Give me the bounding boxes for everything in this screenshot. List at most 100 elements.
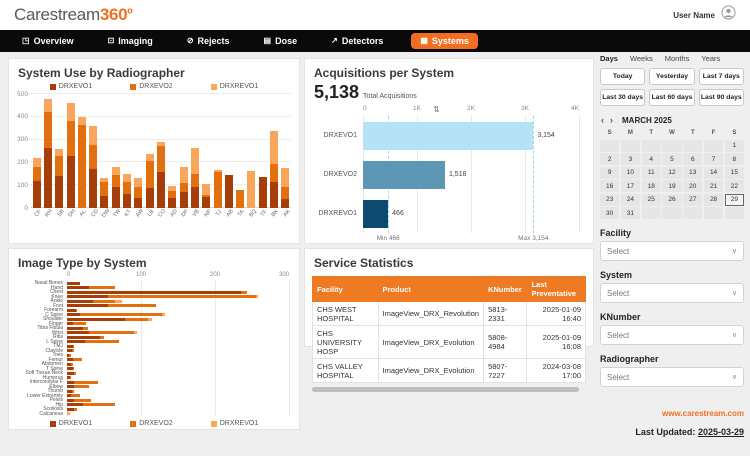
bar-TF[interactable] <box>257 177 268 208</box>
image-type-row[interactable]: Finger <box>9 321 299 327</box>
image-type-row[interactable]: Tibia Fibula <box>9 326 299 331</box>
bar-NP[interactable] <box>201 183 212 208</box>
quick-button-last-90-days[interactable]: Last 90 days <box>698 89 744 106</box>
sort-icon[interactable]: ⇅ <box>433 105 440 114</box>
bar-AD[interactable] <box>167 186 178 208</box>
filter-select-facility[interactable]: Select ∨ <box>600 241 744 261</box>
image-type-row[interactable]: Foot <box>9 303 299 309</box>
image-type-row[interactable]: Pelvis <box>9 398 299 403</box>
bar-drxevo2[interactable] <box>363 160 445 189</box>
image-type-row[interactable]: L Spine <box>9 339 299 345</box>
bar-KT[interactable] <box>121 174 132 208</box>
bar-SB[interactable] <box>54 148 65 208</box>
calendar-day-15[interactable]: 15 <box>724 166 744 179</box>
image-type-row[interactable]: TMJ <box>9 344 299 349</box>
table-row[interactable]: CHS VALLEY HOSPITAL ImageView_DRX_Evoluti… <box>312 358 586 383</box>
nav-item-imaging[interactable]: ⊡ Imaging <box>102 33 159 49</box>
period-tab-months[interactable]: Months <box>664 54 690 63</box>
image-type-row[interactable]: Scoliosis <box>9 407 299 412</box>
calendar-day-30[interactable]: 30 <box>600 207 620 219</box>
calendar-day-12[interactable]: 12 <box>662 166 682 179</box>
image-type-row[interactable]: Nasal Bones <box>9 281 299 286</box>
image-type-row[interactable]: Hip <box>9 402 299 408</box>
period-tab-years[interactable]: Years <box>701 54 721 63</box>
calendar-day-2[interactable]: 2 <box>600 153 620 165</box>
nav-item-overview[interactable]: ◳ Overview <box>16 33 80 49</box>
bar-AW[interactable] <box>133 177 144 208</box>
image-type-row[interactable]: Ribs <box>9 335 299 340</box>
bar-LB[interactable] <box>144 153 155 208</box>
calendar-day-21[interactable]: 21 <box>703 180 724 192</box>
calendar-day-29[interactable]: 29 <box>724 193 744 206</box>
image-type-row[interactable]: Elbow <box>9 384 299 390</box>
calendar-day-13[interactable]: 13 <box>683 166 703 179</box>
calendar-day-17[interactable]: 17 <box>620 180 641 192</box>
calendar-day-4[interactable]: 4 <box>641 153 661 165</box>
image-type-row[interactable]: Knee <box>9 294 299 300</box>
nav-item-detectors[interactable]: ↗ Detectors <box>325 33 389 49</box>
filter-select-system[interactable]: Select ∨ <box>600 283 744 303</box>
table-row[interactable]: CHS WEST HOSPITAL ImageView_DRX_Revolutio… <box>312 301 586 326</box>
calendar-day-25[interactable]: 25 <box>641 193 661 206</box>
calendar-day-14[interactable]: 14 <box>703 166 724 179</box>
calendar-day-23[interactable]: 23 <box>600 193 620 206</box>
calendar-day-1[interactable]: 1 <box>724 139 744 152</box>
calendar-day-11[interactable]: 11 <box>641 166 661 179</box>
bar-RH[interactable] <box>42 99 53 208</box>
bar-CD[interactable] <box>88 125 99 208</box>
bar-AL[interactable] <box>76 116 87 208</box>
user-menu[interactable]: User Name <box>673 5 736 25</box>
bar-AB[interactable] <box>223 174 234 208</box>
image-type-row[interactable]: Calcaneus <box>9 411 299 417</box>
calendar-day-6[interactable]: 6 <box>683 153 703 165</box>
bar-CO[interactable] <box>155 141 166 208</box>
image-type-row[interactable]: Lower Extremity <box>9 393 299 399</box>
bar-BQ[interactable] <box>246 170 257 208</box>
image-type-row[interactable]: T Spine <box>9 366 299 372</box>
bar-drxevo1[interactable] <box>363 121 534 150</box>
quick-button-last-7-days[interactable]: Last 7 days <box>698 68 744 85</box>
calendar-day-9[interactable]: 9 <box>600 166 620 179</box>
calendar-day-28[interactable]: 28 <box>703 193 724 206</box>
image-type-row[interactable]: Clavicle <box>9 348 299 354</box>
bar-AK[interactable] <box>280 168 291 208</box>
image-type-row[interactable]: Intercondylar F <box>9 380 299 385</box>
calendar-day-3[interactable]: 3 <box>620 153 641 165</box>
image-type-row[interactable]: Soft Tissue Neck <box>9 371 299 376</box>
bar-DW[interactable] <box>99 178 110 208</box>
image-type-row[interactable]: Toes <box>9 353 299 358</box>
bar-TA[interactable] <box>234 190 245 208</box>
user-avatar-icon[interactable] <box>721 5 736 25</box>
calendar-day-10[interactable]: 10 <box>620 166 641 179</box>
calendar-day-31[interactable]: 31 <box>620 207 641 219</box>
calendar-day-18[interactable]: 18 <box>641 180 661 192</box>
quick-button-yesterday[interactable]: Yesterday <box>649 68 695 85</box>
calendar-day-7[interactable]: 7 <box>703 153 724 165</box>
bar-drxrevo1[interactable] <box>363 199 389 228</box>
calendar-next-icon[interactable]: › <box>610 115 613 125</box>
image-type-row[interactable]: Shoulder <box>9 317 299 322</box>
image-type-row[interactable]: Chest <box>9 290 299 295</box>
table-row[interactable]: CHS UNIVERSITY HOSP ImageView_DRX_Evoluti… <box>312 325 586 359</box>
calendar-day-5[interactable]: 5 <box>662 153 682 165</box>
period-tab-days[interactable]: Days <box>600 54 618 63</box>
carestream-website-link[interactable]: www.carestream.com <box>662 409 744 418</box>
bar-CF[interactable] <box>31 158 42 208</box>
calendar-day-24[interactable]: 24 <box>620 193 641 206</box>
calendar-prev-icon[interactable]: ‹ <box>601 115 604 125</box>
image-type-row[interactable]: Ankle <box>9 299 299 304</box>
nav-item-dose[interactable]: ▤ Dose <box>258 33 304 49</box>
quick-button-today[interactable]: Today <box>600 68 646 85</box>
calendar-day-22[interactable]: 22 <box>724 180 744 192</box>
calendar-day-8[interactable]: 8 <box>724 153 744 165</box>
bar-TJ[interactable] <box>212 170 223 208</box>
bar-BK[interactable] <box>268 131 279 208</box>
image-type-row[interactable]: Thumb <box>9 389 299 394</box>
bar-DH[interactable] <box>65 102 76 208</box>
filter-select-radiographer[interactable]: Select ∨ <box>600 367 744 387</box>
calendar-day-27[interactable]: 27 <box>683 193 703 206</box>
image-type-row[interactable]: Femur <box>9 357 299 363</box>
calendar-day-20[interactable]: 20 <box>683 180 703 192</box>
calendar-day-19[interactable]: 19 <box>662 180 682 192</box>
bar-DP[interactable] <box>178 166 189 208</box>
